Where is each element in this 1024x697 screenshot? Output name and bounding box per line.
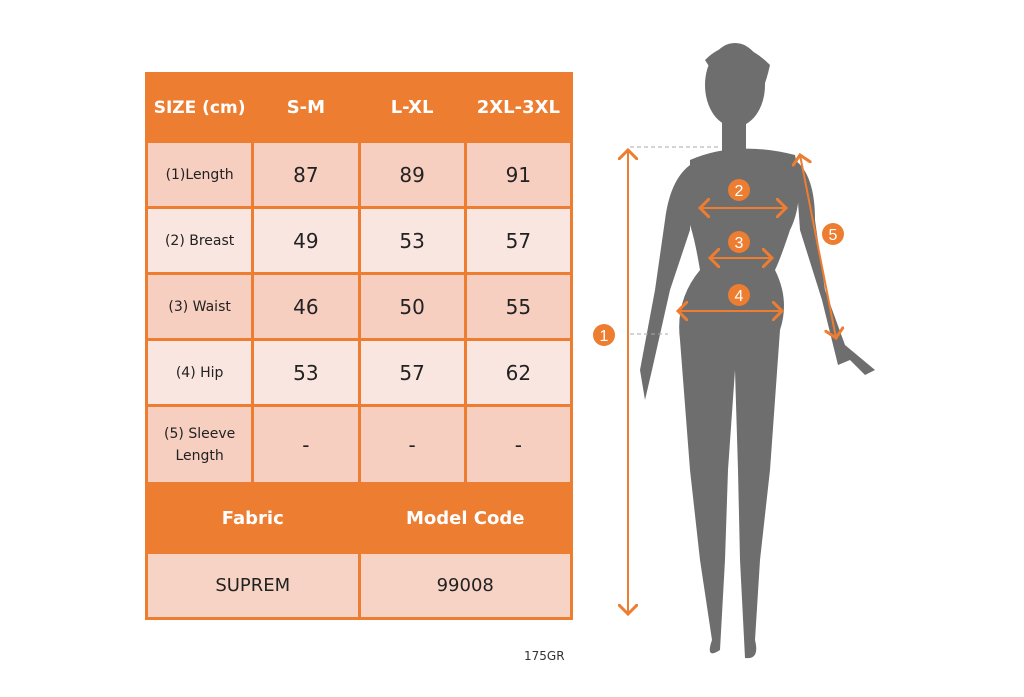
cell: 53 bbox=[357, 206, 467, 275]
svg-text:3: 3 bbox=[735, 235, 744, 252]
row-label: (4) Hip bbox=[144, 338, 255, 407]
marker-1: 1 bbox=[593, 324, 615, 346]
svg-text:2: 2 bbox=[735, 183, 744, 200]
cell: 53 bbox=[251, 338, 361, 407]
cell: 89 bbox=[357, 140, 467, 209]
row-label: (1)Length bbox=[144, 140, 255, 209]
header-l-xl: L-XL bbox=[357, 72, 467, 143]
model-code-header: Model Code bbox=[357, 482, 573, 554]
measure-lines bbox=[628, 150, 836, 614]
cell: 57 bbox=[463, 206, 574, 275]
cell: 50 bbox=[357, 272, 467, 341]
info-value-row: SUPREM 99008 bbox=[145, 551, 573, 620]
row-label: (2) Breast bbox=[144, 206, 255, 275]
svg-text:5: 5 bbox=[829, 227, 838, 244]
cell: 87 bbox=[251, 140, 361, 209]
cell: - bbox=[251, 404, 361, 485]
svg-text:4: 4 bbox=[735, 288, 744, 305]
info-header-row: Fabric Model Code bbox=[145, 482, 573, 554]
model-code-value: 99008 bbox=[357, 551, 573, 620]
table-row: (4) Hip 53 57 62 bbox=[144, 338, 574, 407]
header-size: SIZE (cm) bbox=[144, 72, 255, 143]
cell: 55 bbox=[463, 272, 574, 341]
table-row: (5) Sleeve Length - - - bbox=[144, 404, 574, 485]
cell: - bbox=[463, 404, 574, 485]
cell: 91 bbox=[463, 140, 574, 209]
header-2xl-3xl: 2XL-3XL bbox=[463, 72, 574, 143]
table-row: (1)Length 87 89 91 bbox=[144, 140, 574, 209]
marker-3: 3 bbox=[728, 231, 750, 253]
row-label: (5) Sleeve Length bbox=[144, 404, 255, 485]
cell: 57 bbox=[357, 338, 467, 407]
fabric-value: SUPREM bbox=[145, 551, 361, 620]
header-row: SIZE (cm) S-M L-XL 2XL-3XL bbox=[144, 72, 574, 143]
table-row: (2) Breast 49 53 57 bbox=[144, 206, 574, 275]
marker-2: 2 bbox=[728, 179, 750, 201]
cell: 49 bbox=[251, 206, 361, 275]
cell: 46 bbox=[251, 272, 361, 341]
size-chart-table: SIZE (cm) S-M L-XL 2XL-3XL (1)Length 87 … bbox=[144, 72, 574, 620]
marker-4: 4 bbox=[728, 284, 750, 306]
silhouette bbox=[640, 43, 875, 659]
table-row: (3) Waist 46 50 55 bbox=[144, 272, 574, 341]
cell: 62 bbox=[463, 338, 574, 407]
header-s-m: S-M bbox=[251, 72, 361, 143]
weight-note: 175GR bbox=[524, 649, 565, 663]
marker-5: 5 bbox=[822, 223, 844, 245]
row-label: (3) Waist bbox=[144, 272, 255, 341]
fabric-header: Fabric bbox=[145, 482, 361, 554]
svg-text:1: 1 bbox=[600, 328, 609, 345]
cell: - bbox=[357, 404, 467, 485]
